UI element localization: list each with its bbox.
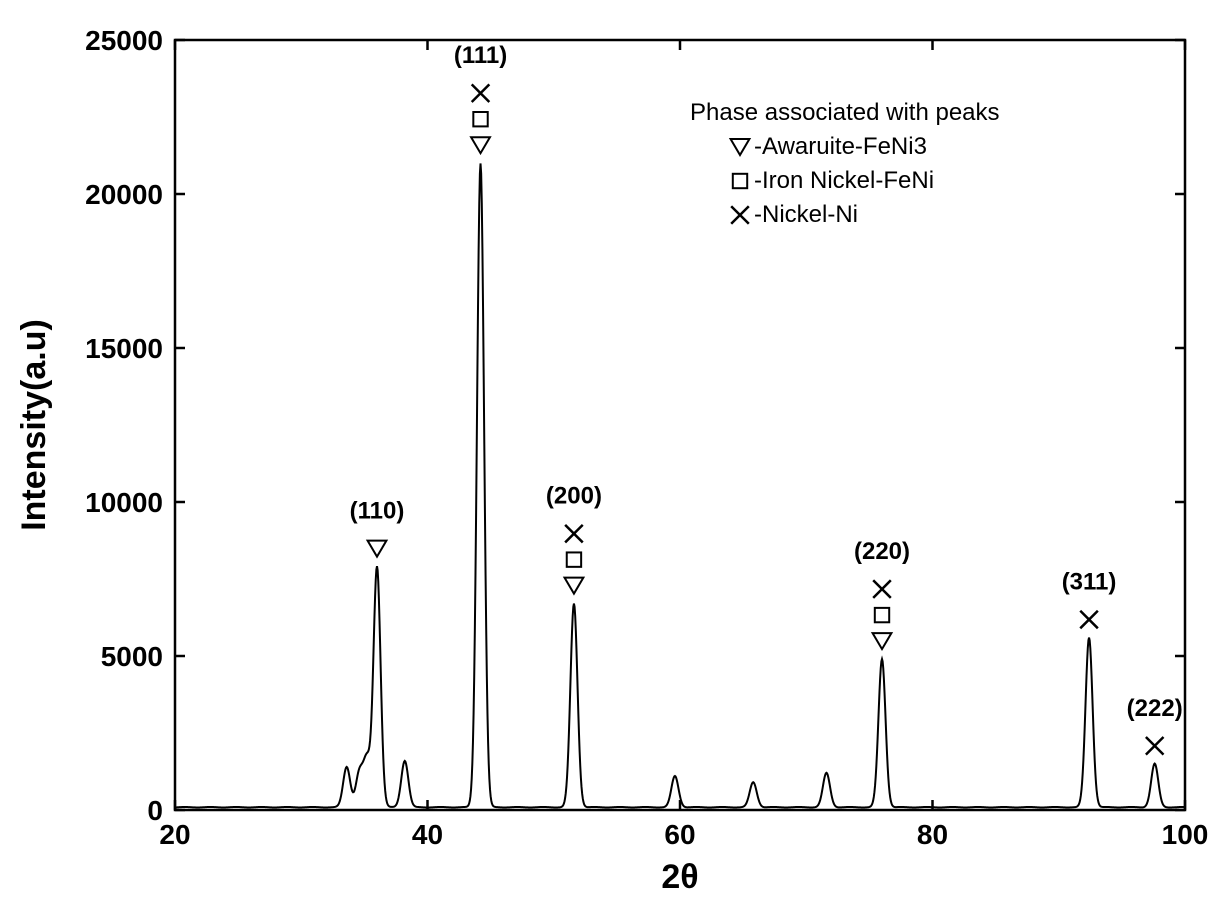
peak-annotation: (200) — [546, 483, 602, 594]
square-icon — [875, 608, 889, 622]
peak-annotation: (111) — [454, 42, 507, 153]
legend-item-label: -Iron Nickel-FeNi — [754, 167, 934, 194]
triangle-down-icon — [471, 137, 490, 153]
y-tick-label: 0 — [147, 795, 163, 826]
legend-item-label: -Awaruite-FeNi3 — [754, 133, 927, 160]
x-tick-label: 20 — [159, 819, 190, 850]
square-icon — [567, 552, 581, 566]
triangle-down-icon — [873, 633, 892, 649]
peak-label: (111) — [454, 42, 507, 69]
y-tick-label: 15000 — [85, 333, 163, 364]
triangle-down-icon — [368, 541, 387, 557]
xrd-chart: 20 40 60 80 100 0 5000 10000 15000 20000 25000 2θ In… — [0, 0, 1222, 904]
peak-label: (311) — [1062, 569, 1117, 596]
triangle-down-icon — [565, 578, 584, 594]
peak-annotation: (110) — [350, 498, 405, 557]
x-tick-label: 100 — [1162, 819, 1209, 850]
peak-label: (200) — [546, 483, 602, 510]
x-tick-label: 40 — [412, 819, 443, 850]
square-icon — [733, 174, 747, 188]
peak-label: (222) — [1127, 695, 1183, 722]
plot-border — [175, 40, 1185, 810]
square-icon — [473, 112, 487, 126]
legend-title: Phase associated with peaks — [690, 99, 1000, 126]
peak-label: (220) — [854, 538, 910, 565]
chart-svg: 20 40 60 80 100 0 5000 10000 15000 20000 25000 2θ In… — [0, 0, 1222, 904]
xrd-curve — [175, 163, 1185, 807]
legend: Phase associated with peaks -Awaruite-FeN… — [690, 99, 1000, 228]
y-tick-label: 20000 — [85, 179, 163, 210]
y-tick-label: 5000 — [101, 641, 163, 672]
triangle-down-icon — [731, 139, 750, 155]
peak-label: (110) — [350, 498, 405, 525]
x-axis-label: 2θ — [661, 858, 698, 896]
legend-item-label: -Nickel-Ni — [754, 201, 858, 228]
x-tick-label: 80 — [917, 819, 948, 850]
y-axis-label: Intensity(a.u) — [15, 319, 53, 531]
peak-annotation: (311) — [1062, 569, 1117, 629]
y-tick-label: 10000 — [85, 487, 163, 518]
x-tick-label: 60 — [664, 819, 695, 850]
peak-annotation: (222) — [1127, 695, 1183, 755]
peak-annotation: (220) — [854, 538, 910, 649]
y-tick-label: 25000 — [85, 25, 163, 56]
